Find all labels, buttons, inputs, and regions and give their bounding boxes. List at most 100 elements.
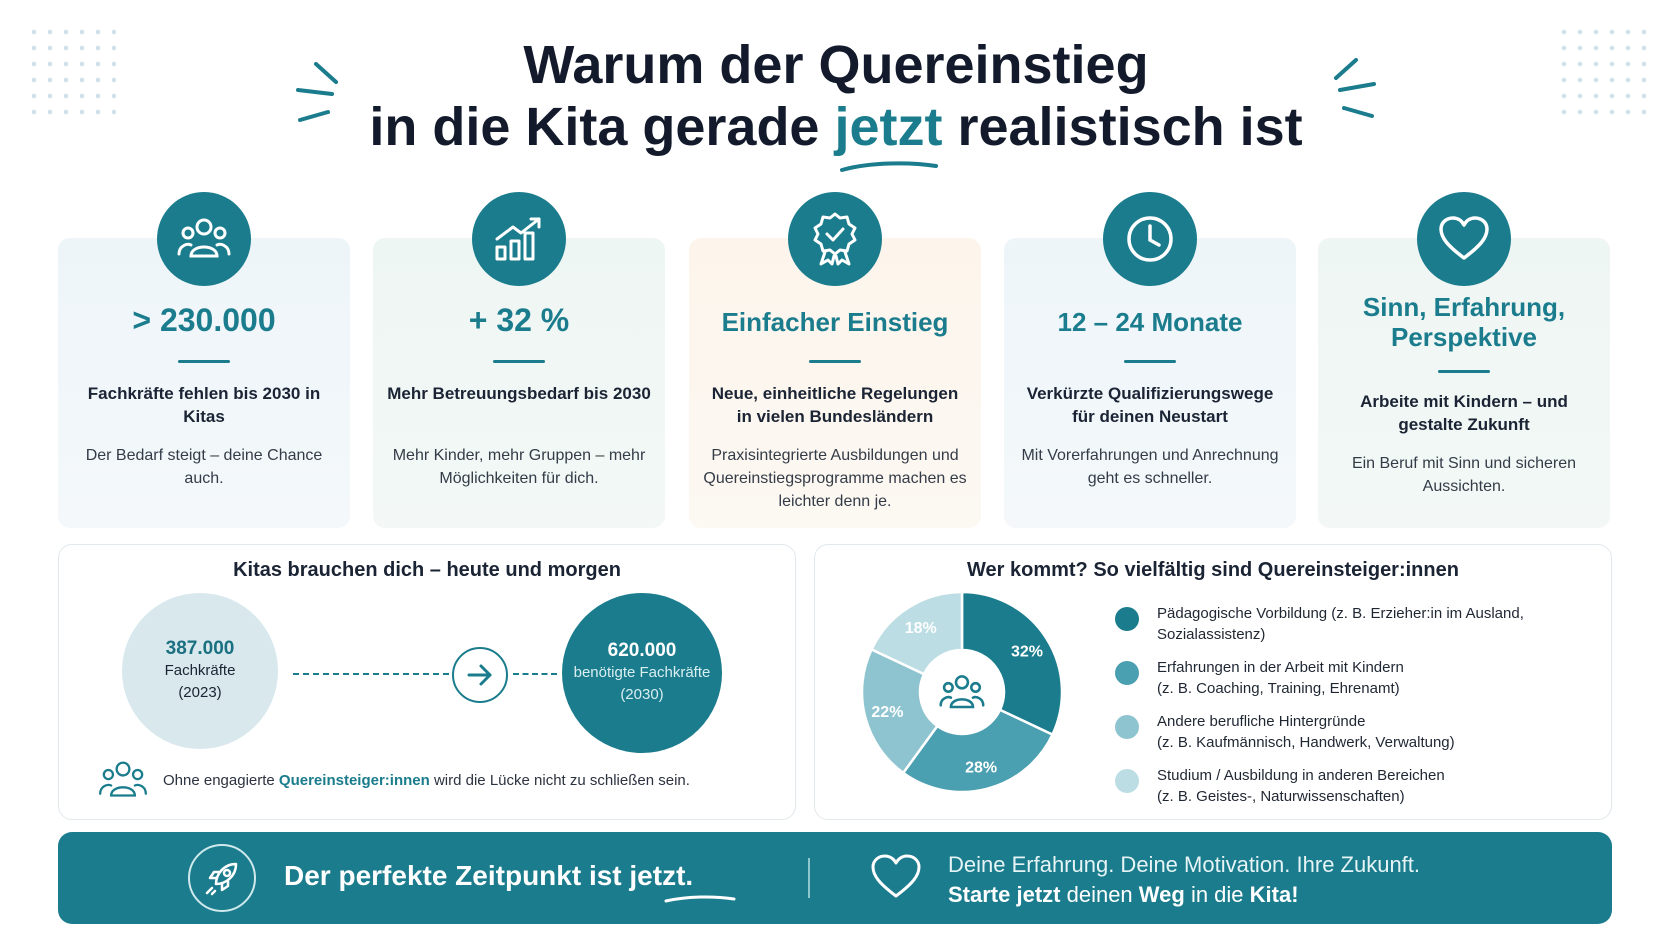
title-highlight-word: jetzt — [834, 97, 943, 157]
card-stat: > 230.000 — [132, 302, 276, 338]
card-description: Der Bedarf steigt – deine Chance auch. — [85, 447, 323, 487]
sparkle-lines-left-icon — [296, 62, 338, 122]
legend-item: Andere berufliche Hintergründe (z. B. Kau… — [1115, 711, 1575, 755]
heart-outline-icon — [871, 854, 921, 898]
needed-staff-year: (2030) — [620, 686, 664, 703]
card-subtitle: Neue, einheitliche Regelungen in vielen … — [711, 384, 959, 426]
stat-card-purpose: Sinn, Erfahrung, Perspektive Arbeite mit… — [1318, 192, 1610, 528]
legend-label: Pädagogische Vorbildung (z. B. Erzieher:… — [1157, 603, 1524, 645]
legend-label-line: Pädagogische Vorbildung (z. B. Erzieher:… — [1157, 605, 1524, 622]
gap-note-highlight: Quereinsteiger:innen — [278, 771, 430, 789]
pie-chart: 32% 28% 22% 18% — [857, 587, 1067, 797]
legend-item: Erfahrungen in der Arbeit mit Kindern (z.… — [1115, 657, 1575, 701]
card-description: Ein Beruf mit Sinn und sicheren Aussicht… — [1351, 455, 1577, 495]
legend-label-line: Erfahrungen in der Arbeit mit Kindern — [1157, 659, 1404, 676]
gap-note: Ohne engagierte Quereinsteiger:innen wir… — [97, 759, 690, 801]
background-mix-panel: Wer kommt? So vielfältig sind Quereinste… — [814, 544, 1612, 820]
legend-label: Studium / Ausbildung in anderen Bereiche… — [1157, 765, 1445, 807]
card-stat: Sinn, Erfahrung, Perspektive — [1362, 292, 1566, 352]
legend-label: Andere berufliche Hintergründe (z. B. Kau… — [1157, 711, 1455, 753]
banner-message: Deine Erfahrung. Deine Motivation. Ihre … — [948, 850, 1420, 910]
current-staff-value: 387.000 — [165, 638, 235, 659]
decorative-dots-left — [26, 24, 116, 124]
banner-headline: Der perfekte Zeitpunkt ist jetzt. — [284, 860, 693, 892]
stat-card-care-demand: + 32 % Mehr Betreuungsbedarf bis 2030 Me… — [373, 192, 665, 528]
decorative-dots-right — [1556, 24, 1646, 124]
card-stat: + 32 % — [468, 302, 570, 338]
banner-message-line-2: Starte jetzt deinen Weg in die Kita! — [948, 880, 1420, 910]
gap-note-start: Ohne engagierte — [163, 771, 279, 789]
banner-message-text: in die — [1184, 882, 1250, 907]
gap-note-end: wird die Lücke nicht zu schließen sein. — [429, 771, 690, 789]
banner-divider — [808, 858, 810, 898]
pie-center-people-icon — [939, 675, 985, 709]
card-divider — [1438, 370, 1490, 373]
legend-item: Pädagogische Vorbildung (z. B. Erzieher:… — [1115, 603, 1575, 647]
card-divider — [1124, 360, 1176, 363]
card-subtitle: Arbeite mit Kindern – und gestalte Zukun… — [1360, 392, 1568, 434]
card-description: Mehr Kinder, mehr Gruppen – mehr Möglich… — [392, 447, 646, 487]
banner-message-bold: Starte jetzt — [948, 882, 1061, 907]
pie-slice — [901, 708, 1055, 794]
heart-icon — [1417, 192, 1511, 286]
people-outline-icon — [99, 761, 147, 797]
legend-swatch — [1115, 769, 1139, 793]
badge-check-icon — [788, 192, 882, 286]
sparkle-lines-right-icon — [1334, 58, 1376, 118]
card-stat: 12 – 24 Monate — [1057, 307, 1243, 337]
pie-slice-label: 32% — [1011, 644, 1043, 661]
legend-label-line: (z. B. Kaufmännisch, Handwerk, Verwaltun… — [1157, 734, 1455, 751]
stat-card-skilled-workers: > 230.000 Fachkräfte fehlen bis 2030 in … — [58, 192, 350, 528]
title-line-2: in die Kita gerade jetzt realistisch ist — [0, 96, 1672, 158]
current-staff-year: (2023) — [178, 684, 222, 701]
gap-note-text: Ohne engagierte Quereinsteiger:innen wir… — [163, 772, 690, 789]
staff-gap-panel: Kitas brauchen dich – heute und morgen 3… — [58, 544, 796, 820]
needed-staff-value: 620.000 — [607, 640, 677, 661]
people-icon — [157, 192, 251, 286]
panel-title: Kitas brauchen dich – heute und morgen — [233, 559, 621, 581]
card-subtitle: Fachkräfte fehlen bis 2030 in Kitas — [87, 384, 321, 426]
title-line-2-start: in die Kita gerade — [369, 97, 835, 157]
banner-message-bold: Kita! — [1249, 882, 1299, 907]
card-subtitle: Mehr Betreuungsbedarf bis 2030 — [387, 384, 651, 403]
legend-swatch — [1115, 715, 1139, 739]
banner-headline-highlight: jetzt. — [629, 860, 694, 891]
chart-legend: Pädagogische Vorbildung (z. B. Erzieher:… — [1115, 603, 1575, 819]
legend-swatch — [1115, 607, 1139, 631]
dashed-connector — [293, 673, 449, 675]
legend-label-line: (z. B. Geistes-, Naturwissenschaften) — [1157, 788, 1405, 805]
page-title: Warum der Quereinstieg in die Kita gerad… — [0, 34, 1672, 158]
dashed-connector — [513, 673, 557, 675]
card-divider — [493, 360, 545, 363]
brush-underline — [840, 161, 938, 172]
legend-label-line: Studium / Ausbildung in anderen Bereiche… — [1157, 767, 1445, 784]
banner-message-line-1: Deine Erfahrung. Deine Motivation. Ihre … — [948, 852, 1421, 877]
legend-label-line: (z. B. Coaching, Training, Ehrenamt) — [1157, 680, 1400, 697]
clock-icon — [1103, 192, 1197, 286]
pie-slice-label: 22% — [871, 704, 903, 721]
rocket-icon — [188, 844, 256, 912]
arrow-right-icon — [452, 647, 508, 703]
legend-label: Erfahrungen in der Arbeit mit Kindern (z.… — [1157, 657, 1404, 699]
pie-chart-svg: 32% 28% 22% 18% — [860, 590, 1064, 794]
pie-slice-label: 28% — [965, 760, 997, 777]
call-to-action-banner: Der perfekte Zeitpunkt ist jetzt. Deine … — [58, 832, 1612, 924]
banner-headline-start: Der perfekte Zeitpunkt ist — [284, 860, 630, 891]
card-divider — [809, 360, 861, 363]
pie-slice-label: 18% — [905, 620, 937, 637]
legend-item: Studium / Ausbildung in anderen Bereiche… — [1115, 765, 1575, 809]
stat-card-duration: 12 – 24 Monate Verkürzte Qualifizierungs… — [1004, 192, 1296, 528]
card-description: Mit Vorerfahrungen und Anrechnung geht e… — [1021, 447, 1279, 487]
title-line-1: Warum der Quereinstieg — [523, 35, 1149, 95]
title-line-2-end: realistisch ist — [942, 97, 1303, 157]
card-stat: Einfacher Einstieg — [721, 307, 949, 337]
needed-staff-bubble: 620.000 benötigte Fachkräfte (2030) — [562, 593, 722, 753]
banner-brush-underline — [664, 895, 736, 903]
legend-label-line: Sozialassistenz) — [1157, 626, 1266, 643]
pie-slice — [960, 590, 1064, 737]
card-description: Praxisintegrierte Ausbildungen und Quere… — [703, 447, 967, 510]
card-divider — [178, 360, 230, 363]
stat-card-easy-entry: Einfacher Einstieg Neue, einheitliche Re… — [689, 192, 981, 528]
banner-message-text: deinen — [1060, 882, 1139, 907]
current-staff-label: Fachkräfte — [164, 662, 236, 679]
